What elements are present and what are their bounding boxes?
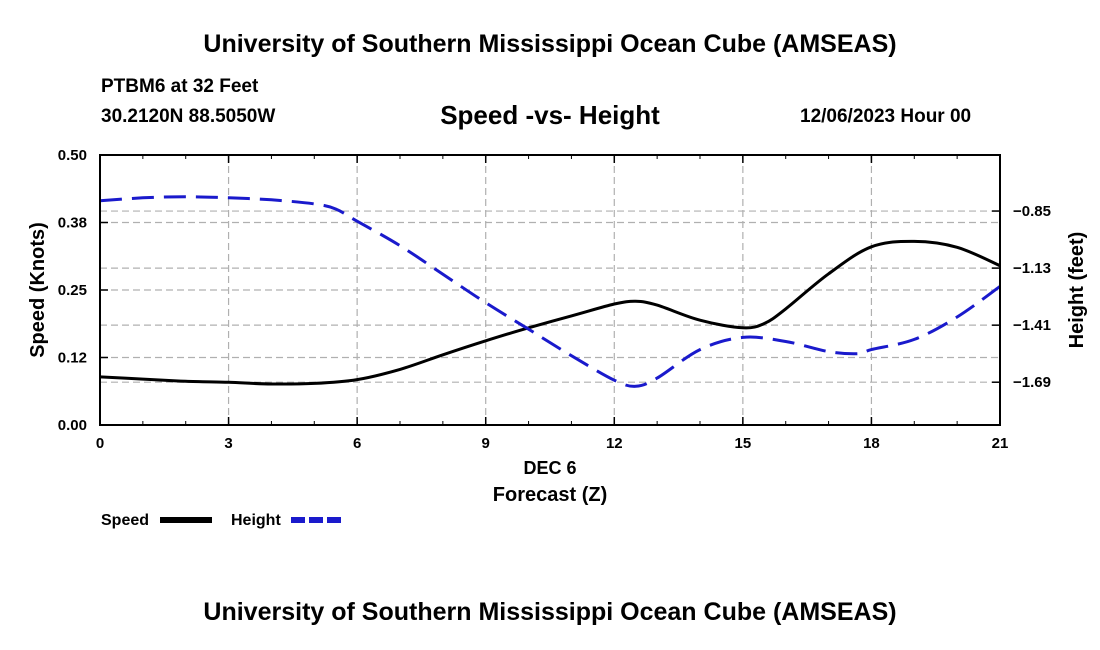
y-right-tick-label: −1.69 <box>1013 374 1051 391</box>
station-coordinates: 30.2120N 88.5050W <box>101 106 276 127</box>
station-name: PTBM6 at 32 Feet <box>101 76 259 97</box>
x-tick-label: 0 <box>96 435 104 452</box>
footer-title: University of Southern Mississippi Ocean… <box>203 598 897 626</box>
x-tick-label: 12 <box>606 435 623 452</box>
x-axis-day-label: DEC 6 <box>523 458 576 478</box>
series-line-height <box>99 195 1001 388</box>
y-left-tick-label: 0.25 <box>58 282 87 299</box>
x-tick-label: 21 <box>992 435 1009 452</box>
y-axis-left-label: Speed (Knots) <box>27 222 49 358</box>
x-tick-label: 9 <box>482 435 490 452</box>
y-axis-right-label: Height (feet) <box>1066 232 1088 349</box>
forecast-run-time: 12/06/2023 Hour 00 <box>800 106 972 127</box>
series-line-speed <box>99 239 1001 386</box>
legend-label-speed: Speed <box>101 512 149 529</box>
x-tick-label: 15 <box>735 435 752 452</box>
x-tick-label: 18 <box>863 435 880 452</box>
series-lines <box>99 195 1001 388</box>
legend-label-height: Height <box>231 512 281 529</box>
chart-subtitle: Speed -vs- Height <box>440 100 660 130</box>
x-tick-label: 6 <box>353 435 361 452</box>
grid-lines <box>100 155 1000 425</box>
y-left-tick-label: 0.12 <box>58 350 87 367</box>
x-axis-label: Forecast (Z) <box>493 484 607 506</box>
chart-title: University of Southern Mississippi Ocean… <box>203 30 897 58</box>
y-right-tick-label: −0.85 <box>1013 203 1051 220</box>
y-left-tick-label: 0.38 <box>58 215 87 232</box>
y-right-tick-label: −1.41 <box>1013 317 1051 334</box>
y-right-tick-label: −1.13 <box>1013 260 1051 277</box>
legend: Speed Height <box>101 512 343 529</box>
y-left-tick-label: 0.00 <box>58 417 87 434</box>
y-left-tick-label: 0.50 <box>58 147 87 164</box>
axis-ticks: 0 3 6 9 12 15 18 21 0.00 0.12 0.25 0.38 0.50 −1.69 −1.… <box>58 147 1051 452</box>
x-tick-label: 3 <box>224 435 232 452</box>
